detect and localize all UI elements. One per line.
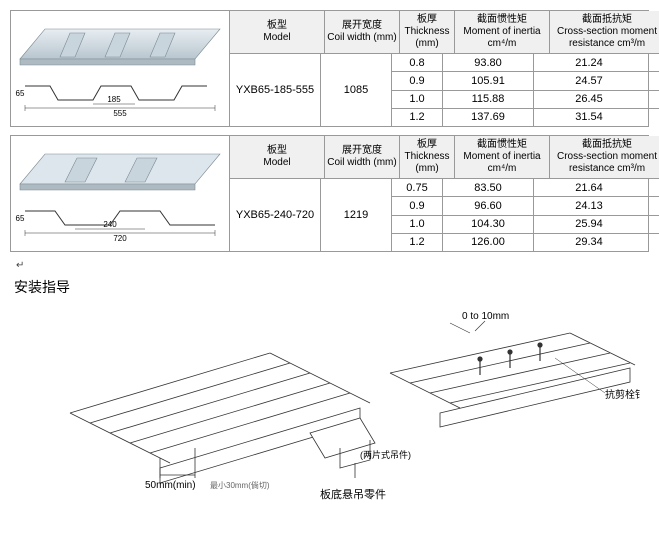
- cell-thickness: 0.9: [392, 72, 443, 89]
- data-rows-2: 0.75 83.50 21.64 0.9 96.60 24.13 1.0 104…: [392, 179, 659, 251]
- min-50mm-label: 50mm(min): [145, 480, 196, 491]
- cell-moi: 104.30: [443, 216, 534, 233]
- profile-diagram-2: 240 720 65: [11, 136, 230, 251]
- shear-stud-label: 抗剪栓钉: [605, 388, 640, 401]
- dim-height-1: 65: [16, 89, 25, 98]
- deck-3d-icon: [15, 144, 225, 199]
- cell-thickness: 0.75: [392, 179, 443, 196]
- col-header-csm: 截面抵抗矩Cross-section moment resistance cm³…: [550, 136, 659, 179]
- deck-section-icon: 240 720 65: [15, 203, 225, 243]
- col-header-thickness: 板厚Thickness (mm): [400, 11, 455, 54]
- col-header-csm: 截面抵抗矩Cross-section moment resistance cm³…: [550, 11, 659, 54]
- cell-model-1: YXB65-185-555: [230, 54, 321, 126]
- cell-moi: 83.50: [443, 179, 534, 196]
- install-guide-title: 安装指导: [14, 277, 649, 297]
- right-deck-icon: [390, 333, 635, 427]
- spec-table-2: 240 720 65 板型Model 展开宽度Coil width (mm) 板…: [10, 135, 649, 252]
- cell-coil-2: 1219: [321, 179, 392, 251]
- cell-csm: 21.64: [534, 179, 644, 196]
- corner-mark: ↵: [16, 260, 649, 271]
- data-rows-1: 0.8 93.80 21.24 0.9 105.91 24.57 1.0 115…: [392, 54, 659, 126]
- dim-width-1: 555: [113, 109, 127, 118]
- cell-moi: 93.80: [443, 54, 534, 71]
- table-row: 1.2 126.00 29.34: [392, 234, 659, 251]
- cell-thickness: 0.8: [392, 54, 443, 71]
- table-row: 1.0 104.30 25.94: [392, 216, 659, 234]
- table-row: 0.75 83.50 21.64: [392, 179, 659, 197]
- cell-thickness: 1.2: [392, 234, 443, 251]
- table-row: 0.9 105.91 24.57: [392, 72, 659, 90]
- table-row: 1.2 137.69 31.54: [392, 109, 659, 126]
- gap-label: 0 to 10mm: [462, 311, 509, 322]
- note-small-label: 最小30mm(倘切): [210, 480, 270, 490]
- cell-moi: 96.60: [443, 197, 534, 214]
- cell-thickness: 1.2: [392, 109, 443, 126]
- cell-csm: 26.45: [534, 91, 644, 108]
- col-header-moi: 截面惯性矩Moment of inertia cm⁴/m: [455, 136, 550, 179]
- spec-table-1: 185 555 65 板型Model 展开宽度Coil width (mm) 板…: [10, 10, 649, 127]
- table-header-2: 板型Model 展开宽度Coil width (mm) 板厚Thickness …: [230, 136, 659, 179]
- col-header-coil: 展开宽度Coil width (mm): [325, 136, 400, 179]
- col-header-moi: 截面惯性矩Moment of inertia cm⁴/m: [455, 11, 550, 54]
- cell-moi: 137.69: [443, 109, 534, 126]
- deck-3d-icon: [15, 19, 225, 74]
- table-row: 1.0 115.88 26.45: [392, 91, 659, 109]
- col-header-coil: 展开宽度Coil width (mm): [325, 11, 400, 54]
- col-header-model: 板型Model: [230, 136, 325, 179]
- dim-width-2: 720: [113, 234, 127, 243]
- cell-csm: 24.13: [534, 197, 644, 214]
- table-row: 0.8 93.80 21.24: [392, 54, 659, 72]
- cell-moi: 115.88: [443, 91, 534, 108]
- cell-thickness: 0.9: [392, 197, 443, 214]
- col-header-thickness: 板厚Thickness (mm): [400, 136, 455, 179]
- cell-coil-1: 1085: [321, 54, 392, 126]
- cell-csm: 24.57: [534, 72, 644, 89]
- dim-pitch-2: 240: [103, 220, 117, 229]
- gap-dimension: [450, 321, 485, 333]
- cell-csm: 25.94: [534, 216, 644, 233]
- cell-thickness: 1.0: [392, 216, 443, 233]
- cell-model-2: YXB65-240-720: [230, 179, 321, 251]
- cell-csm: 31.54: [534, 109, 644, 126]
- cell-thickness: 1.0: [392, 91, 443, 108]
- dim-height-2: 65: [16, 214, 25, 223]
- cell-csm: 29.34: [534, 234, 644, 251]
- install-diagram: 0 to 10mm 抗剪栓钉 50mm(min) 最小30mm(倘切) (两片式…: [10, 303, 640, 503]
- bottom-hanger-label: 板底悬吊零件: [320, 487, 386, 501]
- deck-section-icon: 185 555 65: [15, 78, 225, 118]
- cell-moi: 105.91: [443, 72, 534, 89]
- clip-label: (两片式吊件): [360, 449, 411, 460]
- cell-csm: 21.24: [534, 54, 644, 71]
- table-row: 0.9 96.60 24.13: [392, 197, 659, 215]
- cell-moi: 126.00: [443, 234, 534, 251]
- dim-pitch-1: 185: [107, 95, 121, 104]
- col-header-model: 板型Model: [230, 11, 325, 54]
- table-header-1: 板型Model 展开宽度Coil width (mm) 板厚Thickness …: [230, 11, 659, 54]
- left-deck-icon: [70, 353, 370, 483]
- profile-diagram-1: 185 555 65: [11, 11, 230, 126]
